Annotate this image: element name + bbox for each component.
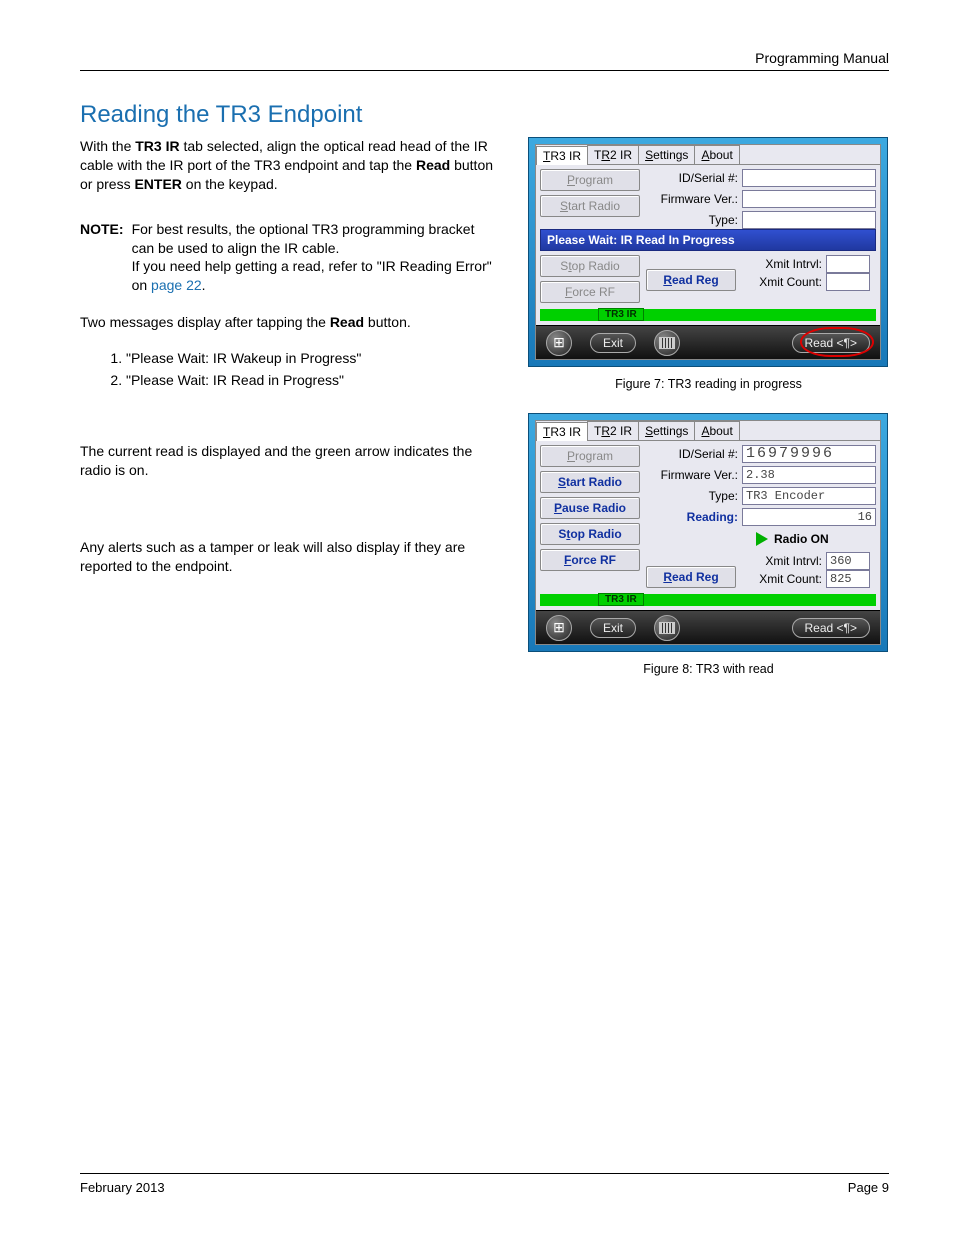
- tab-tr2[interactable]: TR2 IR: [587, 145, 639, 164]
- keyboard-icon[interactable]: [654, 330, 680, 356]
- note-block: NOTE: For best results, the optional TR3…: [80, 220, 500, 296]
- note-label: NOTE:: [80, 220, 124, 296]
- id-label: ID/Serial #:: [646, 171, 738, 185]
- xmiti-field[interactable]: [826, 255, 870, 273]
- read-button[interactable]: Read <¶>: [792, 618, 870, 638]
- read-reg-button[interactable]: Read Reg: [646, 269, 736, 291]
- footer-date: February 2013: [80, 1180, 165, 1195]
- fw-label: Firmware Ver.:: [646, 192, 738, 206]
- message-list: "Please Wait: IR Wakeup in Progress" "Pl…: [126, 350, 500, 388]
- xmiti-label: Xmit Intrvl:: [742, 554, 822, 568]
- tab-tr3[interactable]: TR3 IR: [536, 422, 588, 441]
- list-item: "Please Wait: IR Read in Progress": [126, 372, 500, 388]
- tab-row: TR3 IR TR2 IR Settings About: [536, 421, 880, 441]
- radio-on-indicator: Radio ON: [756, 532, 876, 546]
- stop-radio-button[interactable]: Stop Radio: [540, 255, 640, 277]
- note-body: For best results, the optional TR3 progr…: [132, 220, 500, 296]
- tab-chip: TR3 IR: [598, 308, 644, 321]
- para-1: With the TR3 IR tab selected, align the …: [80, 137, 500, 194]
- page-link[interactable]: page 22: [151, 277, 202, 293]
- exit-button[interactable]: Exit: [590, 333, 636, 353]
- xmitc-label: Xmit Count:: [742, 275, 822, 289]
- id-field[interactable]: [742, 169, 876, 187]
- play-icon: [756, 532, 768, 546]
- xmitc-field[interactable]: 825: [826, 570, 870, 588]
- xmitc-field[interactable]: [826, 273, 870, 291]
- figure-7-screenshot: TR3 IR TR2 IR Settings About Program Sta…: [528, 137, 888, 367]
- taskbar: ⊞ Exit Read <¶>: [536, 325, 880, 359]
- stop-radio-button[interactable]: Stop Radio: [540, 523, 640, 545]
- force-rf-button[interactable]: Force RF: [540, 549, 640, 571]
- xmitc-label: Xmit Count:: [742, 572, 822, 586]
- tab-tr3[interactable]: TR3 IR: [536, 146, 588, 165]
- exit-button[interactable]: Exit: [590, 618, 636, 638]
- green-strip: TR3 IR: [540, 309, 876, 321]
- start-radio-button[interactable]: Start Radio: [540, 471, 640, 493]
- tab-about[interactable]: About: [694, 421, 739, 440]
- start-icon[interactable]: ⊞: [546, 615, 572, 641]
- footer-page: Page 9: [848, 1180, 889, 1195]
- left-column: With the TR3 IR tab selected, align the …: [80, 137, 500, 698]
- tab-about[interactable]: About: [694, 145, 739, 164]
- rule-bottom: [80, 1173, 889, 1174]
- green-strip: TR3 IR: [540, 594, 876, 606]
- start-icon[interactable]: ⊞: [546, 330, 572, 356]
- para-3: The current read is displayed and the gr…: [80, 442, 500, 480]
- program-button[interactable]: Program: [540, 169, 640, 191]
- tab-settings[interactable]: Settings: [638, 145, 695, 164]
- fw-field[interactable]: 2.38: [742, 466, 876, 484]
- force-rf-button[interactable]: Force RF: [540, 281, 640, 303]
- type-field[interactable]: TR3 Encoder: [742, 487, 876, 505]
- fw-field[interactable]: [742, 190, 876, 208]
- reading-field[interactable]: 16: [742, 508, 876, 526]
- section-heading: Reading the TR3 Endpoint: [80, 101, 889, 129]
- figure-8-caption: Figure 8: TR3 with read: [528, 662, 889, 676]
- type-label: Type:: [646, 489, 738, 503]
- keyboard-icon[interactable]: [654, 615, 680, 641]
- fw-label: Firmware Ver.:: [646, 468, 738, 482]
- id-field[interactable]: 16979996: [742, 445, 876, 463]
- para-2: Two messages display after tapping the R…: [80, 313, 500, 332]
- status-bar: Please Wait: IR Read In Progress: [540, 229, 876, 251]
- pause-radio-button[interactable]: Pause Radio: [540, 497, 640, 519]
- page-footer: February 2013 Page 9: [80, 1173, 889, 1195]
- read-reg-button[interactable]: Read Reg: [646, 566, 736, 588]
- para-4: Any alerts such as a tamper or leak will…: [80, 538, 500, 576]
- header-title: Programming Manual: [80, 50, 889, 66]
- xmiti-field[interactable]: 360: [826, 552, 870, 570]
- tab-tr2[interactable]: TR2 IR: [587, 421, 639, 440]
- start-radio-button[interactable]: Start Radio: [540, 195, 640, 217]
- tab-chip: TR3 IR: [598, 593, 644, 606]
- right-column: TR3 IR TR2 IR Settings About Program Sta…: [528, 137, 889, 698]
- type-label: Type:: [646, 213, 738, 227]
- tab-row: TR3 IR TR2 IR Settings About: [536, 145, 880, 165]
- reading-label: Reading:: [646, 510, 738, 524]
- program-button[interactable]: Program: [540, 445, 640, 467]
- figure-7-caption: Figure 7: TR3 reading in progress: [528, 377, 889, 391]
- figure-8-screenshot: TR3 IR TR2 IR Settings About Program Sta…: [528, 413, 888, 652]
- rule-top: [80, 70, 889, 71]
- xmiti-label: Xmit Intrvl:: [742, 257, 822, 271]
- taskbar: ⊞ Exit Read <¶>: [536, 610, 880, 644]
- list-item: "Please Wait: IR Wakeup in Progress": [126, 350, 500, 366]
- tab-settings[interactable]: Settings: [638, 421, 695, 440]
- id-label: ID/Serial #:: [646, 447, 738, 461]
- read-button[interactable]: Read <¶>: [792, 333, 870, 353]
- type-field[interactable]: [742, 211, 876, 229]
